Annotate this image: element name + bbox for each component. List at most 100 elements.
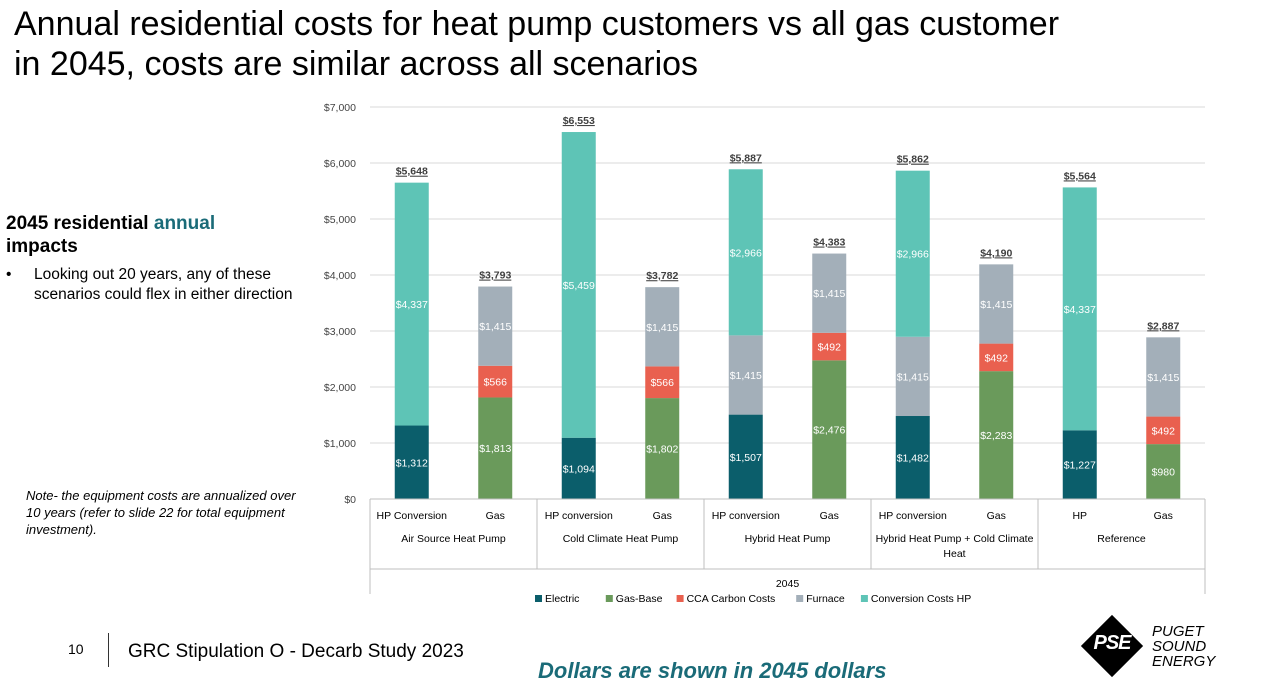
category-label: HP Conversion bbox=[377, 510, 448, 522]
bar-segment bbox=[1146, 416, 1181, 445]
segment-label: $492 bbox=[1152, 425, 1176, 437]
bar-segment bbox=[1062, 187, 1097, 431]
stacked-bar-chart: $0 $1,000 $2,000 $3,000 $4,000 $5,000 $6,000 $7… bbox=[300, 92, 1220, 627]
logo-line1: PUGET bbox=[1152, 623, 1204, 640]
segment-label: $1,415 bbox=[1147, 372, 1179, 384]
bar-segment bbox=[561, 437, 596, 499]
total-label: $4,190 bbox=[980, 247, 1012, 259]
group-label: Air Source Heat Pump bbox=[401, 533, 506, 545]
y-tick-label: $7,000 bbox=[324, 102, 356, 114]
x-axis-label: 2045 bbox=[776, 578, 800, 590]
y-tick-label: $5,000 bbox=[324, 214, 356, 226]
segment-label: $1,415 bbox=[813, 288, 845, 300]
bar-segment bbox=[1146, 337, 1181, 417]
segment-label: $566 bbox=[484, 377, 508, 389]
category-label: Gas bbox=[1154, 510, 1173, 522]
bar-segment bbox=[979, 371, 1014, 499]
bar-segment bbox=[979, 343, 1014, 372]
y-tick-label: $6,000 bbox=[324, 158, 356, 170]
bar-segment bbox=[478, 286, 513, 366]
total-label: $2,887 bbox=[1147, 320, 1179, 332]
legend-swatch bbox=[605, 595, 613, 602]
segment-label: $980 bbox=[1152, 467, 1176, 479]
segment-label: $566 bbox=[651, 377, 675, 389]
bar-segment bbox=[728, 169, 763, 336]
segment-label: $1,415 bbox=[897, 371, 929, 383]
bar-segment bbox=[561, 132, 596, 438]
logo-mark: PSE bbox=[1093, 632, 1131, 654]
segment-label: $4,337 bbox=[1064, 304, 1096, 316]
side-heading: 2045 residential annual impacts bbox=[6, 212, 306, 258]
category-label: HP bbox=[1072, 510, 1087, 522]
legend-label: CCA Carbon Costs bbox=[687, 593, 776, 605]
bar-segment bbox=[645, 366, 680, 399]
category-label: HP conversion bbox=[545, 510, 613, 522]
slide-title-line1: Annual residential costs for heat pump c… bbox=[14, 5, 1060, 43]
bullet-text: Looking out 20 years, any of these scena… bbox=[34, 266, 293, 303]
y-tick-label: $4,000 bbox=[324, 270, 356, 282]
bullet-marker: • bbox=[6, 266, 12, 283]
category-label: Gas bbox=[653, 510, 672, 522]
category-label: HP conversion bbox=[712, 510, 780, 522]
segment-label: $1,415 bbox=[730, 370, 762, 382]
footer-dollars-note: Dollars are shown in 2045 dollars bbox=[538, 658, 887, 683]
slide-title: Annual residential costs for heat pump c… bbox=[14, 4, 1234, 84]
segment-label: $1,482 bbox=[897, 453, 929, 465]
y-tick-label: $2,000 bbox=[324, 382, 356, 394]
category-label: Gas bbox=[486, 510, 505, 522]
bar-segment bbox=[1146, 444, 1181, 499]
category-label: Gas bbox=[820, 510, 839, 522]
bar-segment bbox=[812, 332, 847, 361]
bar-segment bbox=[895, 170, 930, 337]
bar-segment bbox=[895, 416, 930, 499]
segment-label: $4,337 bbox=[396, 299, 428, 311]
y-tick-label: $1,000 bbox=[324, 438, 356, 450]
total-label: $5,564 bbox=[1064, 170, 1096, 182]
bar-segment bbox=[645, 398, 680, 499]
bar-segment bbox=[812, 253, 847, 333]
group-label: Reference bbox=[1097, 533, 1146, 545]
segment-label: $1,415 bbox=[980, 299, 1012, 311]
segment-label: $2,966 bbox=[897, 249, 929, 261]
bar-segment bbox=[394, 425, 429, 499]
legend-label: Gas-Base bbox=[616, 593, 663, 605]
category-label: Gas bbox=[987, 510, 1006, 522]
page-number: 10 bbox=[68, 641, 84, 657]
total-label: $4,383 bbox=[813, 237, 845, 249]
total-label: $5,648 bbox=[396, 166, 428, 178]
bar-segment bbox=[895, 336, 930, 417]
side-heading-accent: annual bbox=[153, 213, 216, 234]
y-tick-label: $3,000 bbox=[324, 326, 356, 338]
logo-line2: SOUND bbox=[1152, 638, 1207, 655]
bar-segment bbox=[728, 335, 763, 415]
segment-label: $1,813 bbox=[479, 443, 511, 455]
bar-segment bbox=[728, 414, 763, 499]
bar-segment bbox=[645, 287, 680, 367]
segment-label: $1,415 bbox=[479, 321, 511, 333]
segment-label: $1,227 bbox=[1064, 460, 1096, 472]
group-label: Hybrid Heat Pump bbox=[745, 533, 831, 545]
footer-divider bbox=[108, 633, 109, 667]
legend-swatch bbox=[535, 595, 542, 602]
segment-label: $2,966 bbox=[730, 247, 762, 259]
legend-swatch bbox=[860, 595, 868, 602]
legend-swatch bbox=[676, 595, 684, 602]
bar-segment bbox=[812, 360, 847, 499]
slide-title-line2: in 2045, costs are similar across all sc… bbox=[14, 45, 699, 83]
segment-label: $1,094 bbox=[563, 463, 595, 475]
total-label: $3,793 bbox=[479, 270, 511, 282]
legend-label: Conversion Costs HP bbox=[871, 593, 971, 605]
group-label: Hybrid Heat Pump + Cold Climate Heat bbox=[876, 533, 1034, 560]
bar-segment bbox=[394, 182, 429, 426]
bar-segment bbox=[979, 264, 1014, 344]
legend-swatch bbox=[796, 595, 804, 602]
bar-segment bbox=[1062, 430, 1097, 499]
segment-label: $2,283 bbox=[980, 430, 1012, 442]
logo-line3: ENERGY bbox=[1152, 653, 1216, 670]
total-label: $5,887 bbox=[730, 152, 762, 164]
footer-text: GRC Stipulation O - Decarb Study 2023 bbox=[128, 641, 464, 662]
total-label: $6,553 bbox=[563, 115, 595, 127]
legend-label: Furnace bbox=[806, 593, 845, 605]
logo-words: PUGET SOUND ENERGY bbox=[1152, 624, 1215, 669]
segment-label: $5,459 bbox=[563, 280, 595, 292]
